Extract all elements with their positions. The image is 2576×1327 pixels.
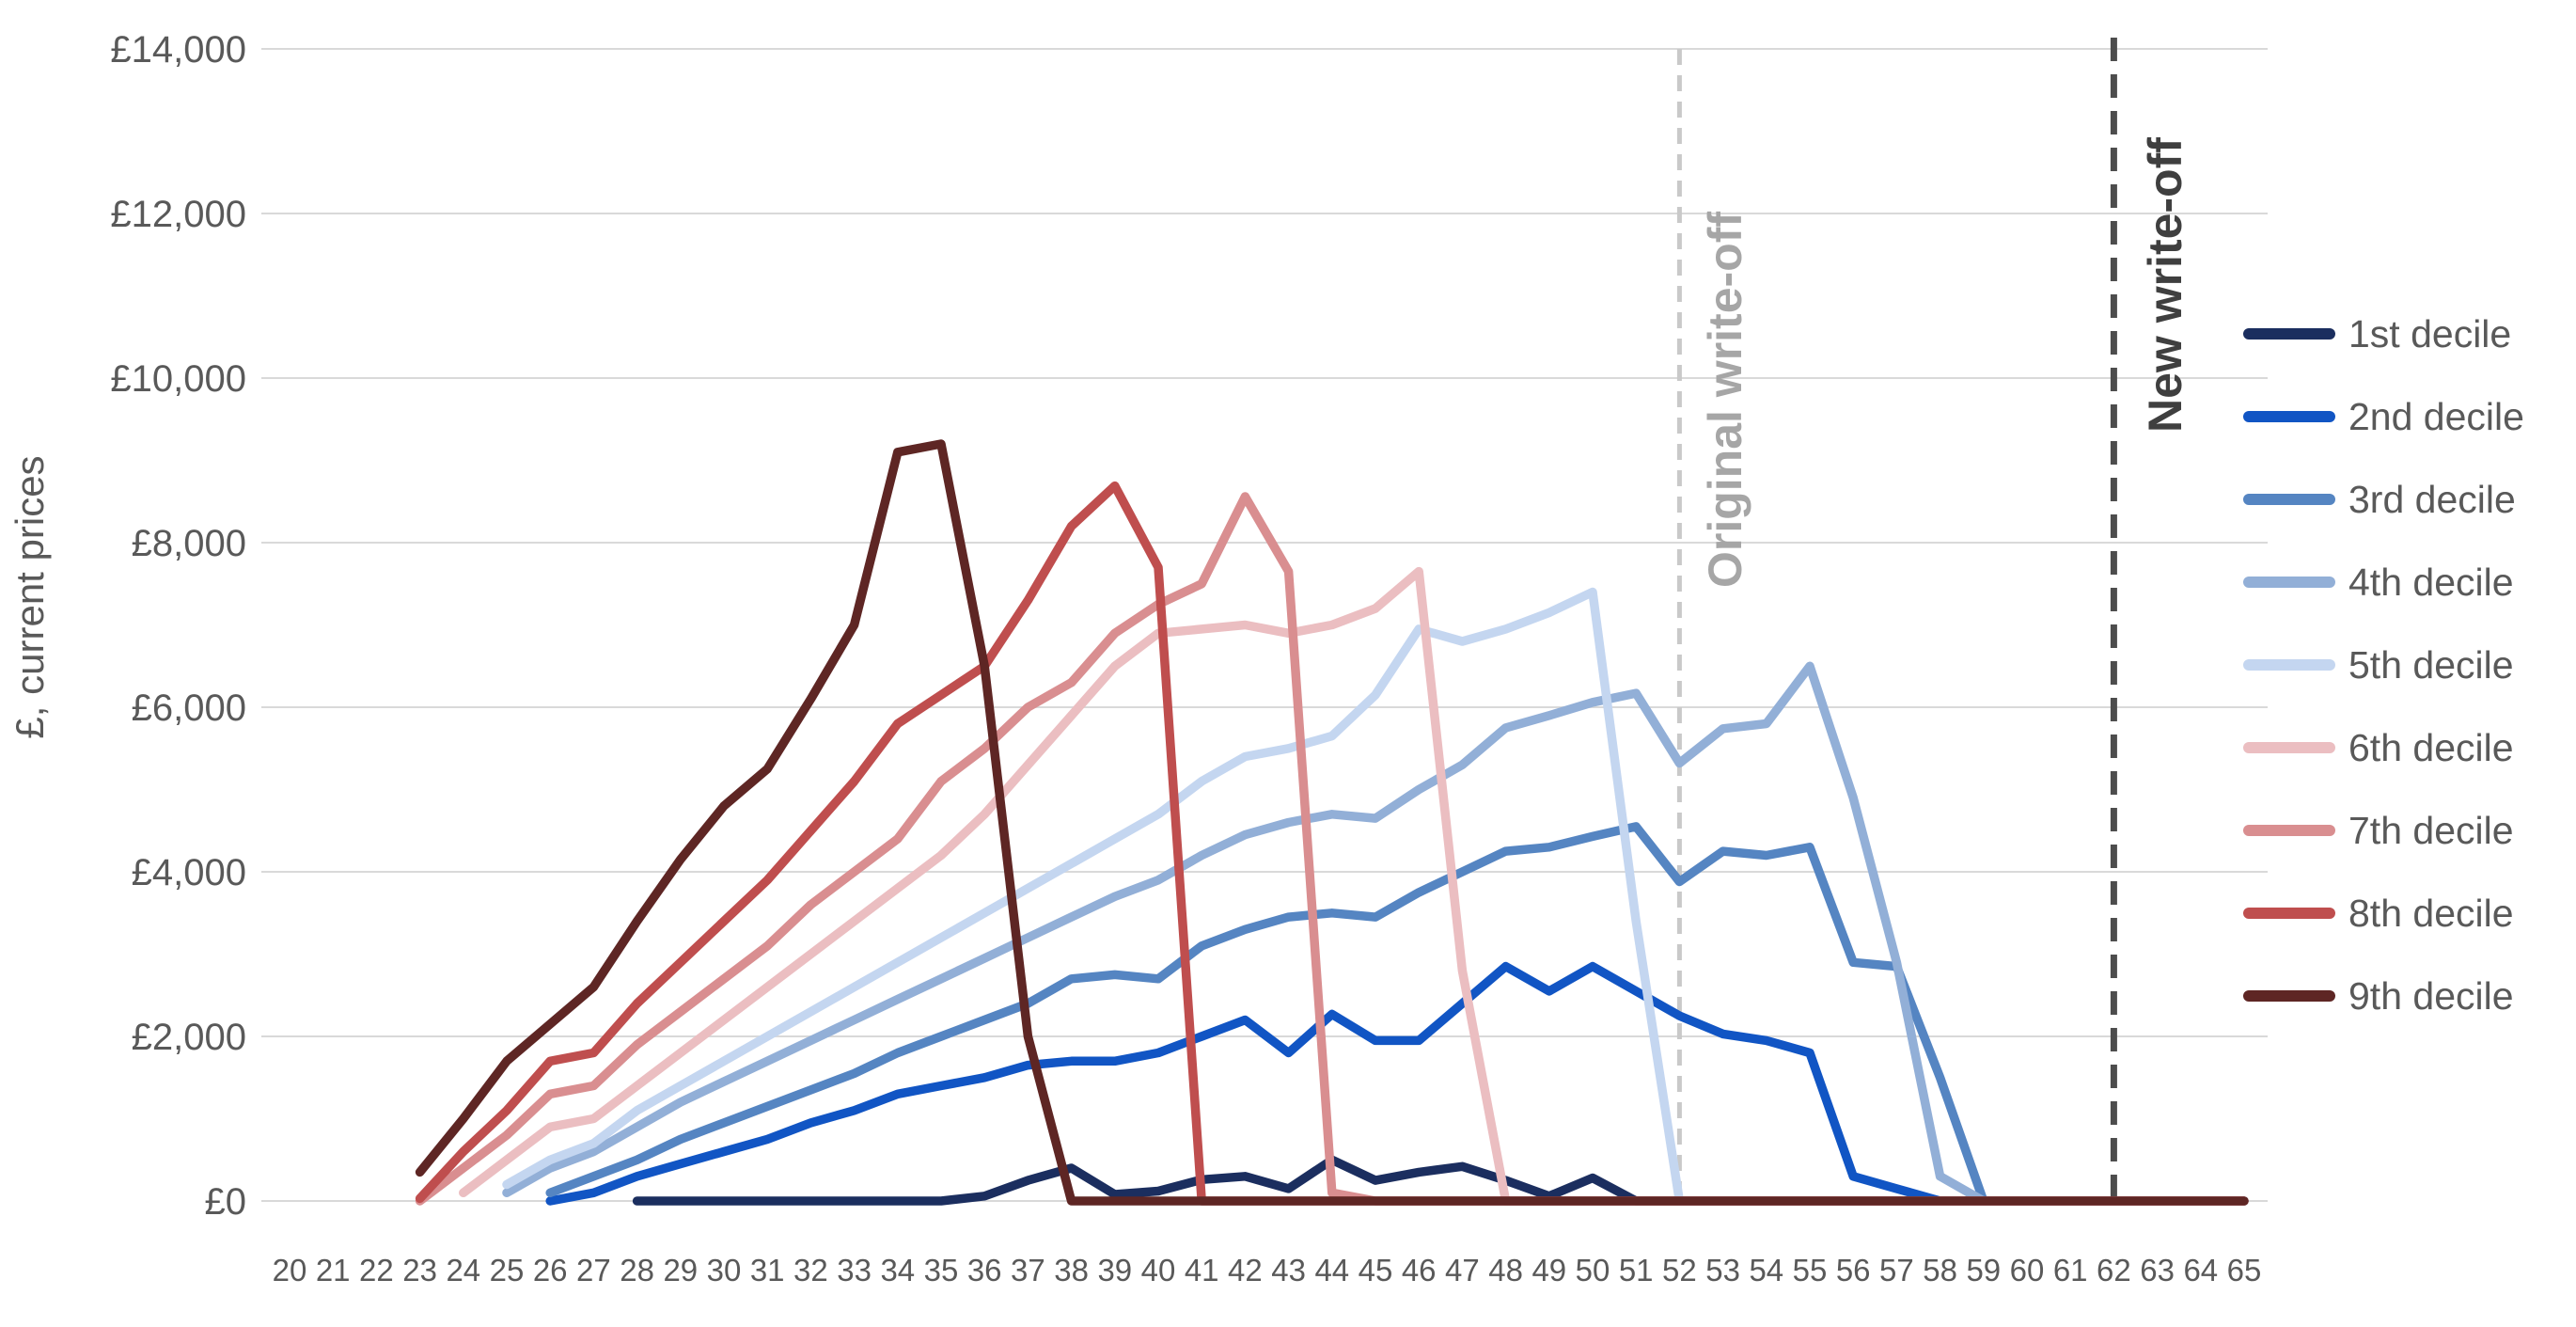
x-tick-label: 62: [2097, 1253, 2131, 1288]
x-tick-label: 51: [1619, 1253, 1654, 1288]
x-tick-label: 36: [967, 1253, 1002, 1288]
x-tick-label: 24: [446, 1253, 480, 1288]
x-tick-label: 45: [1359, 1253, 1393, 1288]
y-axis-title: £, current prices: [8, 455, 52, 738]
new-write-off-label: New write-off: [2139, 137, 2191, 433]
legend-label: 4th decile: [2348, 561, 2514, 604]
series-line-2nd-decile: [545, 961, 2249, 1206]
x-tick-label: 27: [576, 1253, 611, 1288]
x-tick-label: 40: [1141, 1253, 1176, 1288]
legend-item-9th-decile: 9th decile: [2243, 974, 2514, 1018]
legend-item-5th-decile: 5th decile: [2243, 643, 2514, 687]
original-write-off-label: Original write-off: [1699, 212, 1751, 588]
y-tick-label: £4,000: [132, 852, 246, 893]
legend-item-3rd-decile: 3rd decile: [2243, 478, 2516, 521]
x-tick-label: 64: [2183, 1253, 2218, 1288]
x-tick-label: 50: [1576, 1253, 1610, 1288]
x-tick-label: 31: [750, 1253, 785, 1288]
x-tick-label: 21: [316, 1253, 351, 1288]
x-tick-label: 55: [1793, 1253, 1828, 1288]
y-tick-label: £2,000: [132, 1017, 246, 1058]
legend-label: 5th decile: [2348, 643, 2514, 687]
y-tick-label: £0: [205, 1181, 247, 1223]
legend-item-4th-decile: 4th decile: [2243, 561, 2514, 604]
x-tick-label: 34: [880, 1253, 915, 1288]
x-tick-label: 42: [1228, 1253, 1263, 1288]
legend-item-2nd-decile: 2nd decile: [2243, 395, 2524, 438]
x-tick-label: 60: [2010, 1253, 2045, 1288]
x-tick-label: 33: [837, 1253, 872, 1288]
legend-label: 7th decile: [2348, 809, 2514, 852]
legend-label: 3rd decile: [2348, 478, 2516, 521]
legend-label: 8th decile: [2348, 892, 2514, 935]
x-tick-label: 28: [620, 1253, 654, 1288]
x-tick-label: 23: [402, 1253, 437, 1288]
y-tick-label: £12,000: [110, 194, 246, 235]
x-tick-label: 47: [1445, 1253, 1480, 1288]
legend-item-8th-decile: 8th decile: [2243, 892, 2514, 935]
x-tick-label: 44: [1314, 1253, 1349, 1288]
series-lines: [415, 439, 2249, 1206]
legend-label: 6th decile: [2348, 726, 2514, 769]
x-tick-label: 20: [273, 1253, 307, 1288]
x-tick-label: 22: [359, 1253, 394, 1288]
x-tick-label: 41: [1185, 1253, 1219, 1288]
series-line-6th-decile: [459, 566, 2249, 1206]
series-line-1st-decile: [632, 1155, 2249, 1206]
x-tick-label: 63: [2140, 1253, 2175, 1288]
x-tick-label: 65: [2227, 1253, 2262, 1288]
x-tick-label: 43: [1271, 1253, 1306, 1288]
x-tick-label: 49: [1531, 1253, 1566, 1288]
series-line-3rd-decile: [545, 822, 2249, 1206]
x-tick-label: 37: [1011, 1253, 1045, 1288]
legend-label: 2nd decile: [2348, 395, 2524, 438]
x-tick-label: 39: [1097, 1253, 1132, 1288]
x-tick-label: 46: [1402, 1253, 1437, 1288]
x-tick-label: 32: [793, 1253, 828, 1288]
axis-labels: £0 £2,000 £4,000 £6,000 £8,000 £10,000 £12,000…: [110, 29, 2261, 1288]
x-tick-label: 53: [1705, 1253, 1740, 1288]
series-line-4th-decile: [502, 661, 2249, 1206]
x-tick-label: 61: [2053, 1253, 2088, 1288]
legend-label: 9th decile: [2348, 974, 2514, 1018]
legend-item-7th-decile: 7th decile: [2243, 809, 2514, 852]
x-tick-label: 26: [533, 1253, 568, 1288]
x-tick-label: 57: [1879, 1253, 1914, 1288]
x-tick-label: 25: [490, 1253, 525, 1288]
x-tick-label: 59: [1966, 1253, 2001, 1288]
x-tick-label: 52: [1662, 1253, 1697, 1288]
x-tick-label: 56: [1836, 1253, 1871, 1288]
x-tick-label: 29: [663, 1253, 698, 1288]
x-tick-label: 54: [1749, 1253, 1783, 1288]
y-tick-label: £6,000: [132, 687, 246, 729]
legend-item-6th-decile: 6th decile: [2243, 726, 2514, 769]
gridlines: [261, 48, 2268, 1202]
x-tick-label: 38: [1054, 1253, 1089, 1288]
x-tick-label: 58: [1923, 1253, 1957, 1288]
write-off-lines: [1676, 38, 2117, 1201]
y-tick-label: £8,000: [132, 523, 246, 564]
legend-item-1st-decile: 1st decile: [2243, 312, 2511, 355]
legend: 1st decile 2nd decile 3rd decile 4th decile…: [2243, 312, 2524, 1018]
y-tick-label: £10,000: [110, 358, 246, 400]
x-tick-label: 48: [1488, 1253, 1523, 1288]
x-tick-label: 30: [707, 1253, 742, 1288]
series-line-9th-decile: [415, 439, 2249, 1206]
legend-label: 1st decile: [2348, 312, 2511, 355]
x-tick-label: 35: [924, 1253, 959, 1288]
y-tick-label: £14,000: [110, 29, 246, 71]
